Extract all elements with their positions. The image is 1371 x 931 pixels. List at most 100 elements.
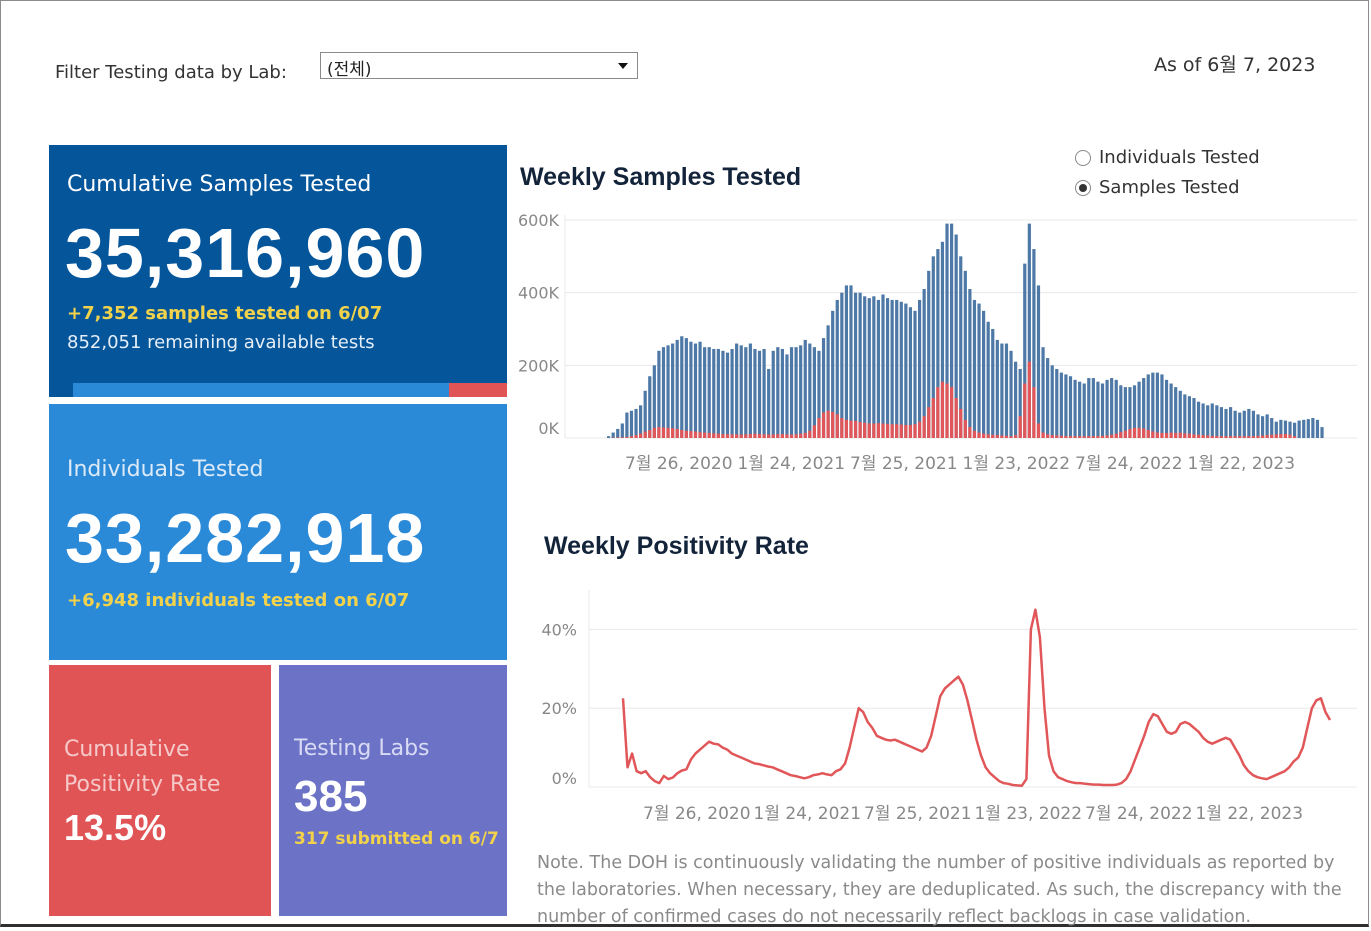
positive-bar — [703, 433, 706, 438]
positive-bar — [977, 433, 980, 438]
positive-bar — [1256, 436, 1259, 438]
samples-bar — [1119, 385, 1122, 438]
positive-bar — [1110, 435, 1113, 438]
labs-card-title: Testing Labs — [294, 736, 430, 761]
positivity-line — [623, 610, 1330, 786]
positivity-x-tick: 1월 23, 2022 — [975, 804, 1083, 824]
samples-bar — [1220, 407, 1223, 438]
positive-bar — [726, 434, 729, 438]
radio-icon[interactable] — [1075, 150, 1091, 166]
positive-bar — [964, 420, 967, 438]
positive-bar — [1174, 433, 1177, 438]
individuals-tested-card: Individuals Tested 33,282,918 +6,948 ind… — [49, 404, 507, 660]
samples-bar — [872, 296, 875, 438]
positive-bar — [827, 411, 830, 438]
positive-bar — [1032, 387, 1035, 438]
positive-bar — [721, 434, 724, 438]
positive-bar — [1073, 436, 1076, 438]
lab-filter-select[interactable]: (전체) — [320, 52, 638, 79]
samples-bar — [776, 347, 779, 438]
positive-bar — [849, 421, 852, 438]
positive-bar — [740, 435, 743, 438]
positive-bar — [1137, 428, 1140, 438]
samples-bar — [625, 413, 628, 438]
positive-bar — [1028, 362, 1031, 438]
positive-bar — [927, 407, 930, 438]
samples-bar — [996, 340, 999, 438]
samples-bar — [795, 347, 798, 438]
positive-bar — [666, 428, 669, 438]
samples-bar — [1211, 403, 1214, 438]
samples-bar — [666, 345, 669, 438]
positive-bar — [1293, 436, 1296, 438]
samples-bar — [859, 293, 862, 438]
positivity-x-tick: 1월 24, 2021 — [754, 804, 862, 824]
samples-bar — [1014, 362, 1017, 438]
positive-bar — [1170, 433, 1173, 438]
samples-bar — [918, 300, 921, 438]
positive-bar — [872, 423, 875, 438]
positive-bar — [1105, 435, 1108, 438]
samples-bar — [1197, 402, 1200, 438]
positive-bar — [1041, 433, 1044, 438]
samples-bar — [1105, 380, 1108, 438]
dropdown-arrow-icon[interactable] — [618, 63, 628, 69]
positive-bar — [1234, 436, 1237, 438]
samples-bar — [877, 300, 880, 438]
positive-bar — [840, 418, 843, 438]
samples-bar — [712, 349, 715, 438]
samples-bar — [749, 344, 752, 438]
positive-bar — [955, 398, 958, 438]
positive-bar — [1270, 435, 1273, 438]
positive-bar — [1014, 435, 1017, 438]
positive-bar — [945, 384, 948, 439]
samples-bar — [1037, 285, 1040, 438]
samples-bar — [653, 365, 656, 438]
samples-bar — [753, 349, 756, 438]
positive-bar — [1160, 433, 1163, 438]
samples-bar — [804, 340, 807, 438]
samples-bar — [1101, 384, 1104, 439]
positive-bar — [616, 437, 619, 438]
samples-bar — [886, 298, 889, 438]
positive-bar — [662, 427, 665, 438]
samples-card-title: Cumulative Samples Tested — [67, 172, 371, 197]
data-note: Note. The DOH is continuously validating… — [537, 850, 1367, 931]
samples-bar — [1202, 403, 1205, 438]
samples-bar — [1009, 351, 1012, 438]
positive-bar — [680, 430, 683, 438]
samples-bar — [1188, 396, 1191, 438]
positive-bar — [1037, 423, 1040, 438]
samples-bar — [1041, 347, 1044, 438]
positive-bar — [730, 434, 733, 438]
samples-bar — [1320, 427, 1323, 438]
positive-bar — [822, 413, 825, 438]
cumulative-positivity-card: Cumulative Positivity Rate 13.5% — [49, 665, 271, 916]
samples-y-tick: 0K — [538, 419, 559, 438]
positive-bar — [895, 424, 898, 438]
samples-bar — [1261, 416, 1264, 438]
samples-bar — [1224, 409, 1227, 438]
toggle-samples-tested[interactable]: Samples Tested — [1075, 177, 1240, 198]
samples-bar — [662, 347, 665, 438]
samples-bar — [676, 340, 679, 438]
samples-x-tick: 7월 26, 2020 — [625, 454, 733, 474]
positive-bar — [987, 434, 990, 438]
samples-bar — [612, 433, 615, 438]
radio-selected-icon[interactable] — [1075, 180, 1091, 196]
positive-bar — [781, 434, 784, 438]
samples-bar — [680, 336, 683, 438]
positivity-x-tick: 1월 22, 2023 — [1196, 804, 1304, 824]
toggle-individuals-tested[interactable]: Individuals Tested — [1075, 147, 1260, 168]
samples-bar — [767, 369, 770, 438]
positive-bar — [868, 423, 871, 438]
as-of-date: As of 6월 7, 2023 — [1154, 50, 1315, 77]
samples-bar — [607, 436, 610, 438]
positive-bar — [1142, 429, 1145, 438]
labs-card-value: 385 — [294, 772, 367, 822]
cumulative-samples-card: Cumulative Samples Tested 35,316,960 +7,… — [49, 145, 507, 397]
samples-bar — [1160, 374, 1163, 438]
samples-bar — [639, 405, 642, 438]
samples-bar — [685, 338, 688, 438]
positive-bar — [776, 434, 779, 438]
